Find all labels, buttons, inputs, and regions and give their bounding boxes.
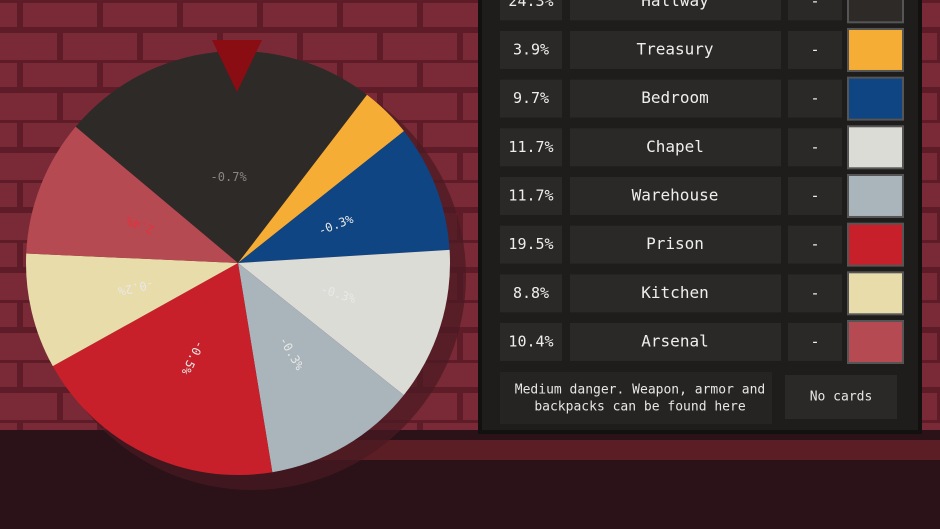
share-cell: [500, 30, 562, 69]
name-cell: [570, 274, 781, 313]
name-cell: [570, 176, 781, 215]
cards-box[interactable]: [785, 375, 897, 419]
share-cell: [500, 79, 562, 118]
room-icon: [847, 319, 904, 364]
room-cards: -: [810, 89, 819, 107]
room-cards: -: [810, 186, 819, 204]
name-cell: [570, 322, 781, 361]
wheel-pointer: [212, 40, 262, 92]
room-cards: -: [810, 235, 819, 253]
share-cell: [500, 128, 562, 167]
name-cell: [570, 0, 781, 21]
description-box: [500, 372, 772, 424]
description-line2: backpacks can be found here: [534, 400, 745, 415]
room-icon: [847, 27, 904, 72]
cards-cell[interactable]: [788, 322, 842, 361]
cards-cell[interactable]: [788, 128, 842, 167]
share-label: 3.9%: [513, 40, 549, 58]
share-cell: [500, 176, 562, 215]
share-label: 19.5%: [508, 235, 553, 253]
slice-modifier: -0.7%: [211, 170, 248, 184]
share-cell: [500, 0, 562, 21]
wheel-slice: [26, 253, 238, 367]
share-label: 11.7%: [508, 138, 553, 156]
cards-cell[interactable]: [788, 176, 842, 215]
room-name: Arsenal: [641, 331, 708, 350]
room-cards: -: [810, 0, 819, 10]
wheel-slice: [52, 263, 273, 476]
name-cell: [570, 225, 781, 264]
room-name: Bedroom: [641, 88, 708, 107]
room-cards: -: [810, 138, 819, 156]
room-icon: [847, 0, 904, 24]
room-name: Treasury: [636, 39, 713, 58]
room-name: Kitchen: [641, 283, 708, 302]
cards-cell[interactable]: [788, 225, 842, 264]
wheel: -0.7%-0.3%-0.3%-0.3%-0.5%-0.2%2.4%: [26, 50, 450, 476]
share-label: 11.7%: [508, 186, 553, 204]
room-icon: [847, 173, 904, 218]
share-label: 10.4%: [508, 332, 553, 350]
share-label: 24.3%: [508, 0, 553, 10]
wheel-slice: [26, 126, 238, 263]
room-cards: -: [810, 40, 819, 58]
room-cards: -: [810, 284, 819, 302]
room-table: 24.3% Hallway - 3.9% Treasury - 9.7% Bedroom - 11…: [500, 0, 904, 364]
cards-status: No cards: [810, 390, 873, 405]
share-cell: [500, 274, 562, 313]
description-line1: Medium danger. Weapon, armor and: [515, 383, 765, 398]
wheel-slice: [238, 131, 450, 263]
name-cell: [570, 128, 781, 167]
share-label: 8.8%: [513, 284, 549, 302]
cards-cell[interactable]: [788, 0, 842, 21]
share-cell: [500, 322, 562, 361]
share-cell: [500, 225, 562, 264]
room-name: Chapel: [646, 137, 704, 156]
room-name: Prison: [646, 234, 704, 253]
table-beam: [300, 440, 940, 460]
room-name: Warehouse: [632, 185, 719, 204]
cards-cell[interactable]: [788, 30, 842, 69]
room-cards: -: [810, 332, 819, 350]
room-icon: [847, 125, 904, 170]
room-name: Hallway: [641, 0, 709, 10]
name-cell: [570, 79, 781, 118]
cards-cell[interactable]: [788, 79, 842, 118]
room-icon: [847, 76, 904, 121]
share-label: 9.7%: [513, 89, 549, 107]
wheel-slice: [238, 249, 450, 396]
wheel-slice: [238, 94, 404, 263]
wheel-slice: [238, 263, 404, 473]
room-icon: [847, 222, 904, 267]
room-icon: [847, 271, 904, 316]
cards-cell[interactable]: [788, 274, 842, 313]
wheel-slice: [75, 50, 367, 263]
name-cell: [570, 30, 781, 69]
